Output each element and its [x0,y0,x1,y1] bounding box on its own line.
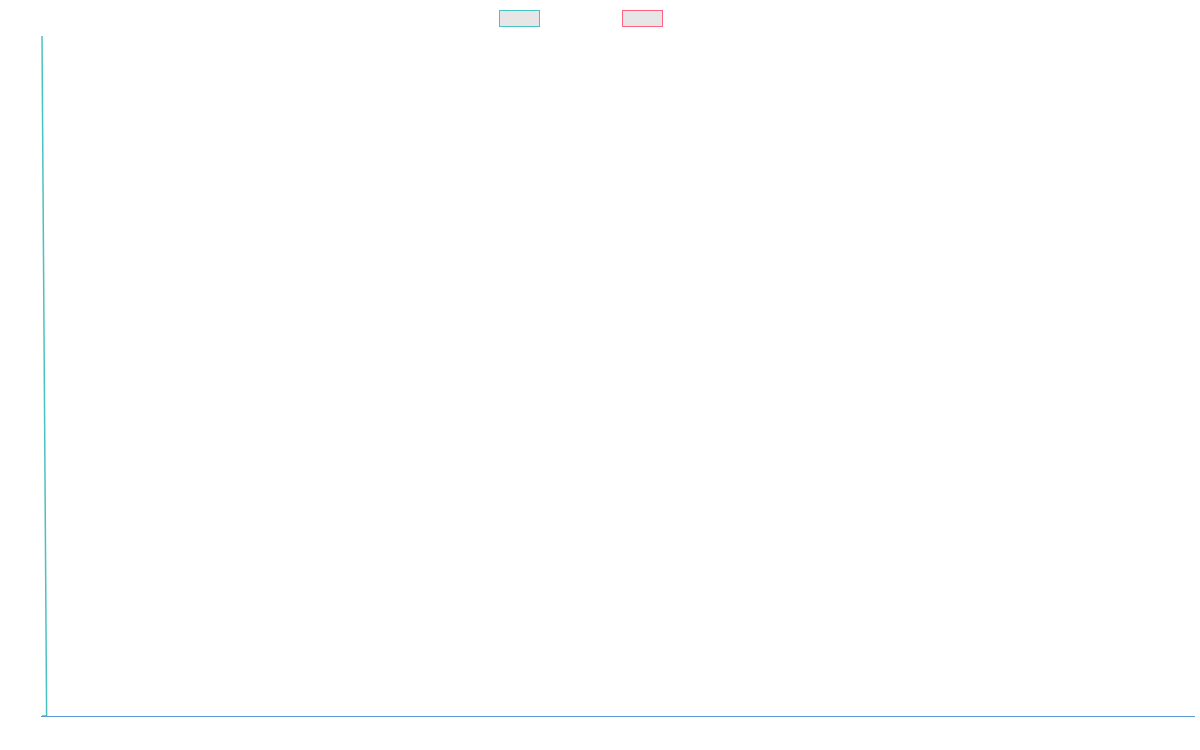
legend-swatch-1[interactable] [499,10,540,27]
legend[interactable] [499,10,663,27]
legend-item-2[interactable] [622,10,663,27]
legend-swatch-2[interactable] [622,10,663,27]
legend-item-1[interactable] [499,10,540,27]
series-line-1 [41,35,48,717]
series-layer [41,35,48,717]
